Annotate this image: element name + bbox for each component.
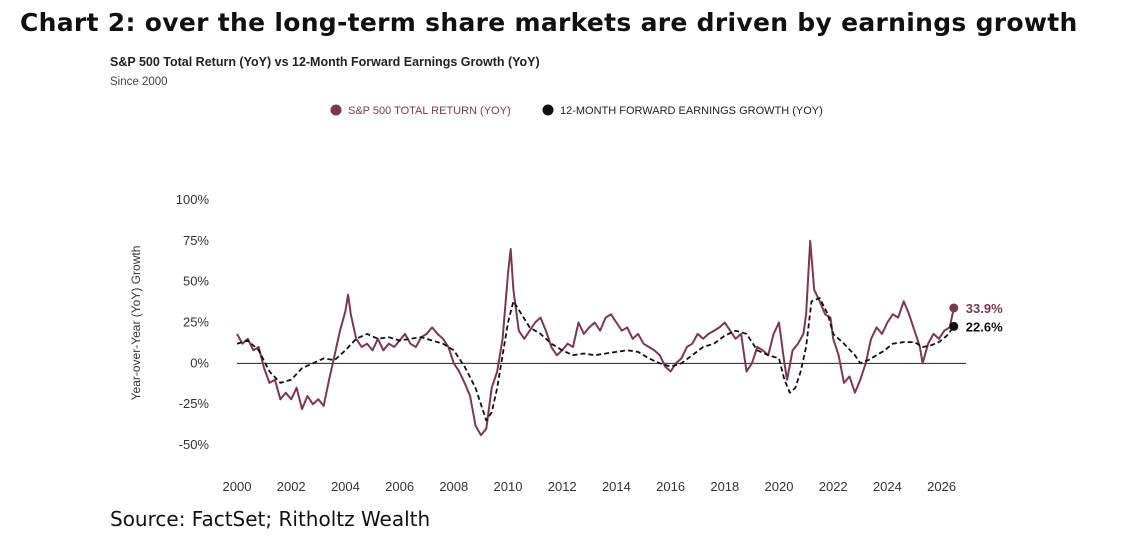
- page-title: Chart 2: over the long-term share market…: [20, 8, 1078, 37]
- end-marker-sp500: [949, 303, 959, 313]
- end-label-earnings: 22.6%: [966, 319, 1003, 334]
- x-tick-label: 2006: [385, 479, 414, 494]
- x-axis: 2000 2002 2004 2006 2008 2010 2012 2014 2016 2018…: [223, 479, 957, 494]
- y-tick-label: 25%: [183, 315, 209, 330]
- series-layer: [236, 239, 955, 437]
- y-tick-label: 50%: [183, 274, 209, 289]
- x-tick-label: 2008: [439, 479, 468, 494]
- x-tick-label: 2024: [873, 479, 902, 494]
- x-tick-label: 2014: [602, 479, 631, 494]
- source-note: Source: FactSet; Ritholtz Wealth: [110, 507, 431, 531]
- series-line-sp500: [236, 239, 955, 437]
- x-tick-label: 2002: [277, 479, 306, 494]
- x-tick-label: 2020: [765, 479, 794, 494]
- chart-subtitle: Since 2000: [110, 76, 168, 88]
- end-labels: 33.9% 22.6%: [949, 301, 1003, 334]
- y-tick-label: -25%: [179, 396, 210, 411]
- legend-swatch-sp500: [330, 104, 342, 116]
- end-marker-earnings: [949, 321, 959, 331]
- x-tick-label: 2022: [819, 479, 848, 494]
- end-label-sp500: 33.9%: [966, 301, 1003, 316]
- y-axis-label: Year-over-Year (YoY) Growth: [129, 246, 143, 401]
- x-tick-label: 2010: [494, 479, 523, 494]
- x-tick-label: 2004: [331, 479, 360, 494]
- chart-title: S&P 500 Total Return (YoY) vs 12-Month F…: [110, 55, 540, 69]
- y-tick-label: -50%: [179, 437, 210, 452]
- x-tick-label: 2000: [223, 479, 252, 494]
- legend: S&P 500 TOTAL RETURN (YOY) 12-MONTH FORW…: [330, 104, 823, 117]
- series-line-earnings: [236, 297, 955, 422]
- y-tick-label: 0%: [190, 355, 209, 370]
- legend-label-sp500: S&P 500 TOTAL RETURN (YOY): [348, 105, 511, 117]
- y-axis: 100% 75% 50% 25% 0% -25% -50%: [176, 192, 210, 452]
- x-tick-label: 2012: [548, 479, 577, 494]
- y-tick-label: 75%: [183, 233, 209, 248]
- legend-label-earnings: 12-MONTH FORWARD EARNINGS GROWTH (YOY): [560, 105, 823, 117]
- legend-swatch-earnings: [542, 104, 554, 116]
- x-tick-label: 2018: [710, 479, 739, 494]
- x-tick-label: 2026: [927, 479, 956, 494]
- x-tick-label: 2016: [656, 479, 685, 494]
- y-tick-label: 100%: [176, 192, 210, 207]
